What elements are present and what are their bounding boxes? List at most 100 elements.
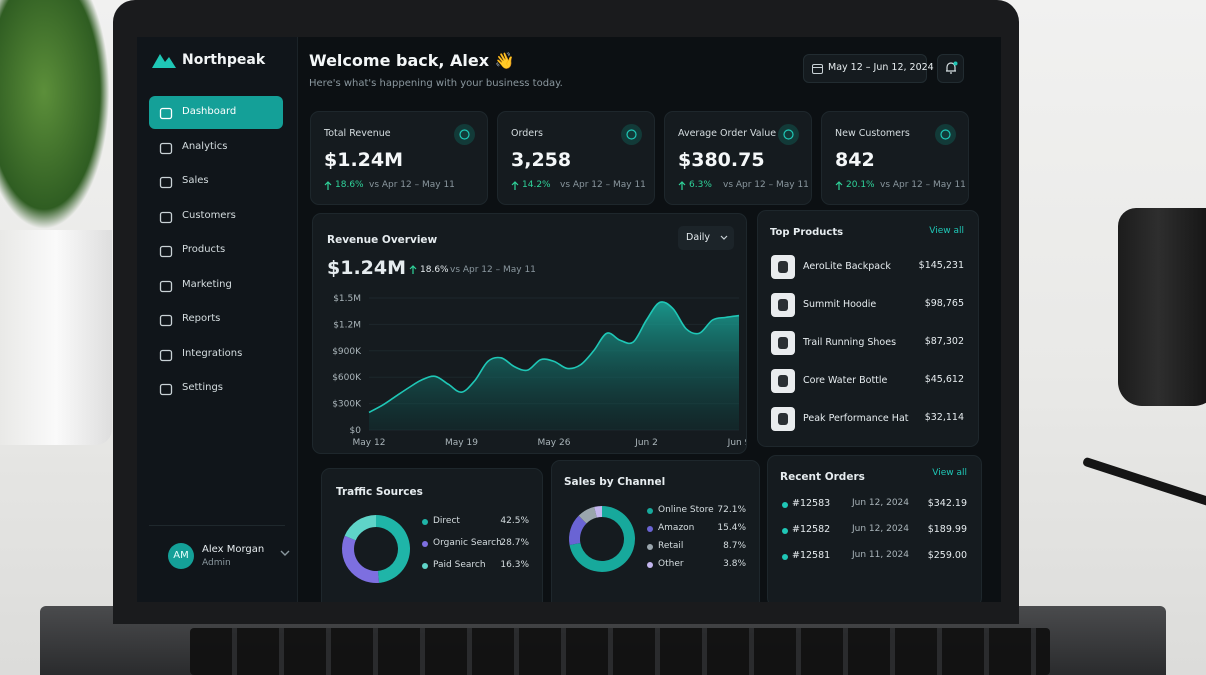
- status-dot: [782, 502, 788, 508]
- revenue-change: 18.6%: [420, 265, 449, 275]
- kpi-glyph: [459, 129, 470, 140]
- product-revenue: $32,114: [924, 412, 964, 423]
- kpi-label: Orders: [511, 128, 543, 139]
- product-thumb: [771, 255, 795, 279]
- kpi-change: 18.6%: [335, 180, 364, 190]
- legend-value: 42.5%: [500, 516, 529, 526]
- donut-segment: [569, 506, 635, 572]
- avatar[interactable]: AM: [168, 543, 194, 569]
- channel-card: Sales by Channel Online Store 72.1% Amazon…: [551, 460, 760, 602]
- x-tick-label: Jun 9: [727, 438, 746, 448]
- order-id: #12583: [792, 498, 831, 509]
- screen: Northpeak AM Alex Morgan Admin Dashboard…: [137, 37, 1001, 602]
- user-name: Alex Morgan: [202, 544, 265, 555]
- order-date: Jun 12, 2024: [852, 524, 910, 534]
- logo-icon: [152, 54, 176, 68]
- date-picker[interactable]: May 12 – Jun 12, 2024: [803, 54, 934, 83]
- product-revenue: $145,231: [918, 260, 964, 271]
- nav-item[interactable]: Dashboard: [149, 96, 283, 129]
- nav-item[interactable]: Customers: [149, 200, 283, 233]
- legend-dot: [647, 526, 653, 532]
- kpi-comparison: vs Apr 12 – May 11: [369, 180, 455, 190]
- nav-label: Customers: [182, 209, 236, 221]
- product-name: AeroLite Backpack: [803, 261, 891, 272]
- view-all-link[interactable]: View all: [929, 226, 964, 236]
- date-range: May 12 – Jun 12, 2024: [828, 62, 934, 73]
- donut-chart: [569, 506, 635, 572]
- legend-dot: [422, 563, 428, 569]
- nav-label: Marketing: [182, 278, 232, 290]
- nav-item[interactable]: Integrations: [149, 338, 283, 371]
- period: Daily: [686, 232, 711, 243]
- nav-label: Sales: [182, 175, 209, 186]
- kpi-glyph: [940, 129, 951, 140]
- card-title: Traffic Sources: [336, 486, 423, 498]
- donut-segment: [342, 535, 380, 583]
- chevron[interactable]: [280, 549, 290, 557]
- nav-label: Products: [182, 244, 226, 255]
- y-tick-label: $900K: [332, 347, 362, 357]
- legend-dot: [422, 519, 428, 525]
- kpi-value: 842: [835, 149, 875, 171]
- product-glyph: [778, 337, 788, 349]
- donut-segment: [578, 506, 597, 524]
- product-thumb: [771, 369, 795, 393]
- user-role: Admin: [202, 558, 231, 568]
- kpi-icon: [454, 124, 475, 145]
- status-dot: [782, 528, 788, 534]
- y-tick-label: $1.5M: [333, 294, 361, 304]
- nav-icon: [159, 349, 173, 361]
- product-revenue: $98,765: [924, 298, 964, 309]
- kpi-comparison: vs Apr 12 – May 11: [880, 180, 966, 190]
- product-revenue: $45,612: [924, 374, 964, 385]
- order-id: #12582: [792, 524, 831, 535]
- kpi-value: $1.24M: [324, 149, 404, 171]
- kpi-change: 6.3%: [689, 180, 712, 190]
- kpi-label: New Customers: [835, 128, 910, 139]
- y-tick-label: $1.2M: [333, 320, 361, 330]
- nav-item[interactable]: Analytics: [149, 131, 283, 164]
- nav-icon: [159, 142, 173, 154]
- kpi-comparison: vs Apr 12 – May 11: [560, 180, 646, 190]
- donut-segment: [376, 515, 411, 583]
- view-all-link[interactable]: View all: [932, 468, 967, 478]
- product-name: Core Water Bottle: [803, 375, 888, 386]
- legend-label: Online Store: [658, 505, 714, 515]
- pen: [1082, 456, 1206, 509]
- legend-dot: [647, 562, 653, 568]
- kpi-card: Average Order Value $380.75 6.3% vs Apr 12 …: [664, 111, 812, 205]
- y-tick-label: $600K: [332, 373, 362, 383]
- order-amount: $259.00: [927, 550, 967, 561]
- page-subtitle: Here's what's happening with your busine…: [309, 78, 563, 89]
- kpi-icon: [621, 124, 642, 145]
- nav-label: Reports: [182, 313, 221, 324]
- kpi-icon: [778, 124, 799, 145]
- notifications[interactable]: [937, 54, 964, 83]
- nav-item[interactable]: Sales: [149, 165, 283, 198]
- legend-value: 15.4%: [717, 523, 746, 533]
- donut-chart: [342, 515, 411, 583]
- orders-card: Recent Orders View all #12583 Jun 12, 202…: [767, 455, 982, 602]
- nav-item[interactable]: Settings: [149, 372, 283, 405]
- plant-pot: [0, 230, 112, 445]
- legend-label: Other: [658, 559, 684, 569]
- status-dot: [782, 554, 788, 560]
- order-id: #12581: [792, 550, 831, 561]
- product-thumb: [771, 407, 795, 431]
- kpi-label: Average Order Value: [678, 128, 777, 139]
- nav-label: Integrations: [182, 347, 243, 359]
- up-arrow: [511, 181, 519, 190]
- kpi-glyph: [626, 129, 637, 140]
- nav-item[interactable]: Products: [149, 234, 283, 267]
- divider: [149, 525, 285, 526]
- plant: [0, 0, 110, 230]
- legend-value: 28.7%: [500, 538, 529, 548]
- nav-item[interactable]: Reports: [149, 303, 283, 336]
- nav-item[interactable]: Marketing: [149, 269, 283, 302]
- legend-value: 72.1%: [717, 505, 746, 515]
- up-arrow: [835, 181, 843, 190]
- up-arrow: [324, 181, 332, 190]
- kpi-icon: [935, 124, 956, 145]
- period-select[interactable]: Daily: [678, 226, 734, 250]
